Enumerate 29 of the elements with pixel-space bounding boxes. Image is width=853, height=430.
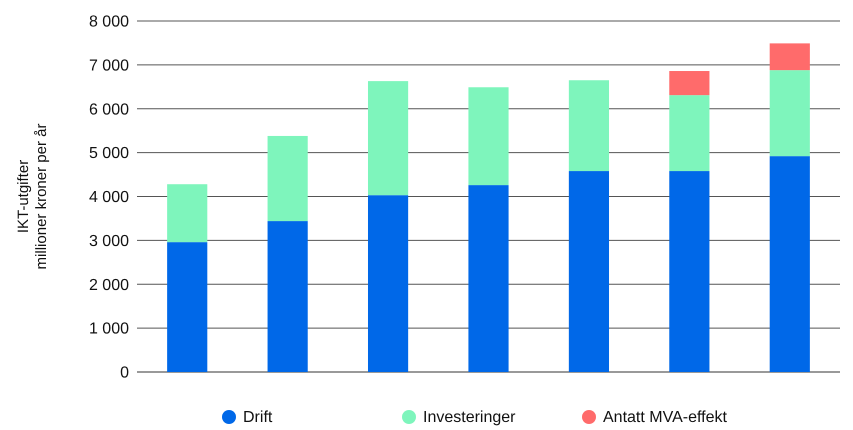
y-tick-label: 8 000 (88, 14, 130, 31)
bar (568, 80, 610, 172)
bar (468, 185, 509, 372)
bar (368, 81, 408, 196)
y-tick-label: 7 000 (88, 57, 130, 74)
y-tick-label: 5 000 (88, 145, 130, 162)
bar (268, 136, 308, 222)
y-tick-label: 4 000 (88, 189, 130, 206)
legend-label: Drift (243, 409, 273, 426)
bar (568, 171, 610, 372)
bar (268, 221, 308, 372)
bar (167, 242, 208, 372)
bar (669, 171, 710, 372)
bar (770, 43, 810, 70)
bar (669, 71, 710, 96)
bar (368, 195, 408, 372)
legend-label: Antatt MVA-effekt (603, 409, 728, 426)
y-tick-label: 0 (120, 364, 130, 382)
bar (770, 156, 810, 372)
legend-label: Investeringer (423, 409, 516, 426)
y-axis-title: IKT-utgifter millioner kroner per år (15, 124, 50, 270)
y-tick-label: 1 000 (88, 320, 130, 338)
bar (167, 184, 208, 242)
bar (770, 70, 810, 156)
y-tick-label: 6 000 (88, 101, 130, 118)
bar (669, 95, 710, 172)
y-tick-label: 2 000 (88, 276, 130, 294)
bar (468, 87, 509, 186)
y-tick-label: 3 000 (88, 232, 130, 250)
